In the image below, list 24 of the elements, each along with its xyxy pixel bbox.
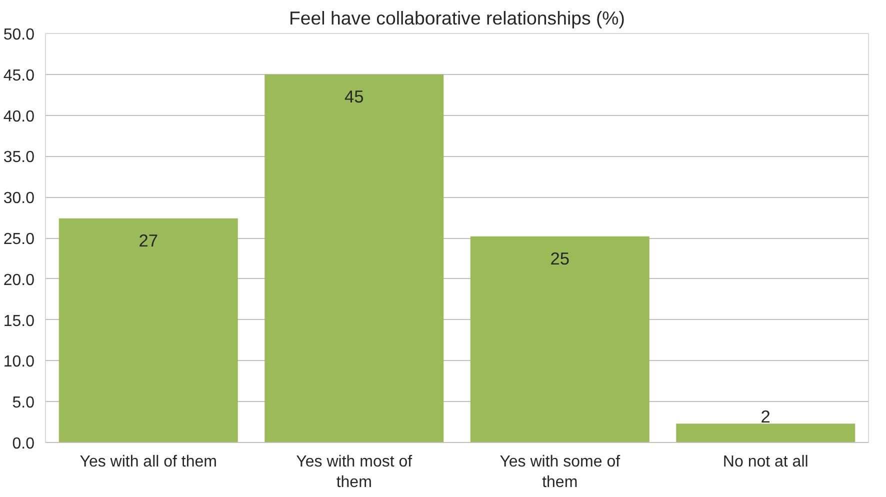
chart-title: Feel have collaborative relationships (%)	[289, 8, 625, 28]
y-tick-label: 40.0	[3, 108, 35, 126]
data-label: 25	[550, 248, 570, 268]
y-tick-label: 15.0	[3, 312, 35, 330]
x-tick-label: Yes with most of them	[296, 454, 413, 491]
y-tick-label: 25.0	[3, 231, 35, 248]
y-tick-label: 10.0	[3, 354, 35, 371]
x-tick-label: Yes with all of them	[80, 454, 218, 470]
y-tick-label: 50.0	[3, 26, 35, 44]
data-label: 45	[344, 86, 364, 106]
bar	[58, 218, 238, 442]
data-label: 27	[138, 230, 158, 250]
x-tick-label: No not at all	[722, 454, 808, 470]
y-tick-label: 45.0	[3, 67, 35, 84]
bar	[676, 424, 856, 442]
y-tick-label: 20.0	[3, 272, 35, 289]
y-tick-label: 35.0	[3, 149, 35, 166]
bar	[264, 74, 444, 442]
y-tick-label: 5.0	[12, 394, 35, 412]
data-label: 2	[760, 406, 770, 427]
x-tick-label: Yes with some of them	[500, 454, 621, 491]
y-tick-label: 0.0	[12, 436, 35, 452]
y-tick-label: 30.0	[3, 190, 35, 208]
bar	[470, 236, 650, 442]
